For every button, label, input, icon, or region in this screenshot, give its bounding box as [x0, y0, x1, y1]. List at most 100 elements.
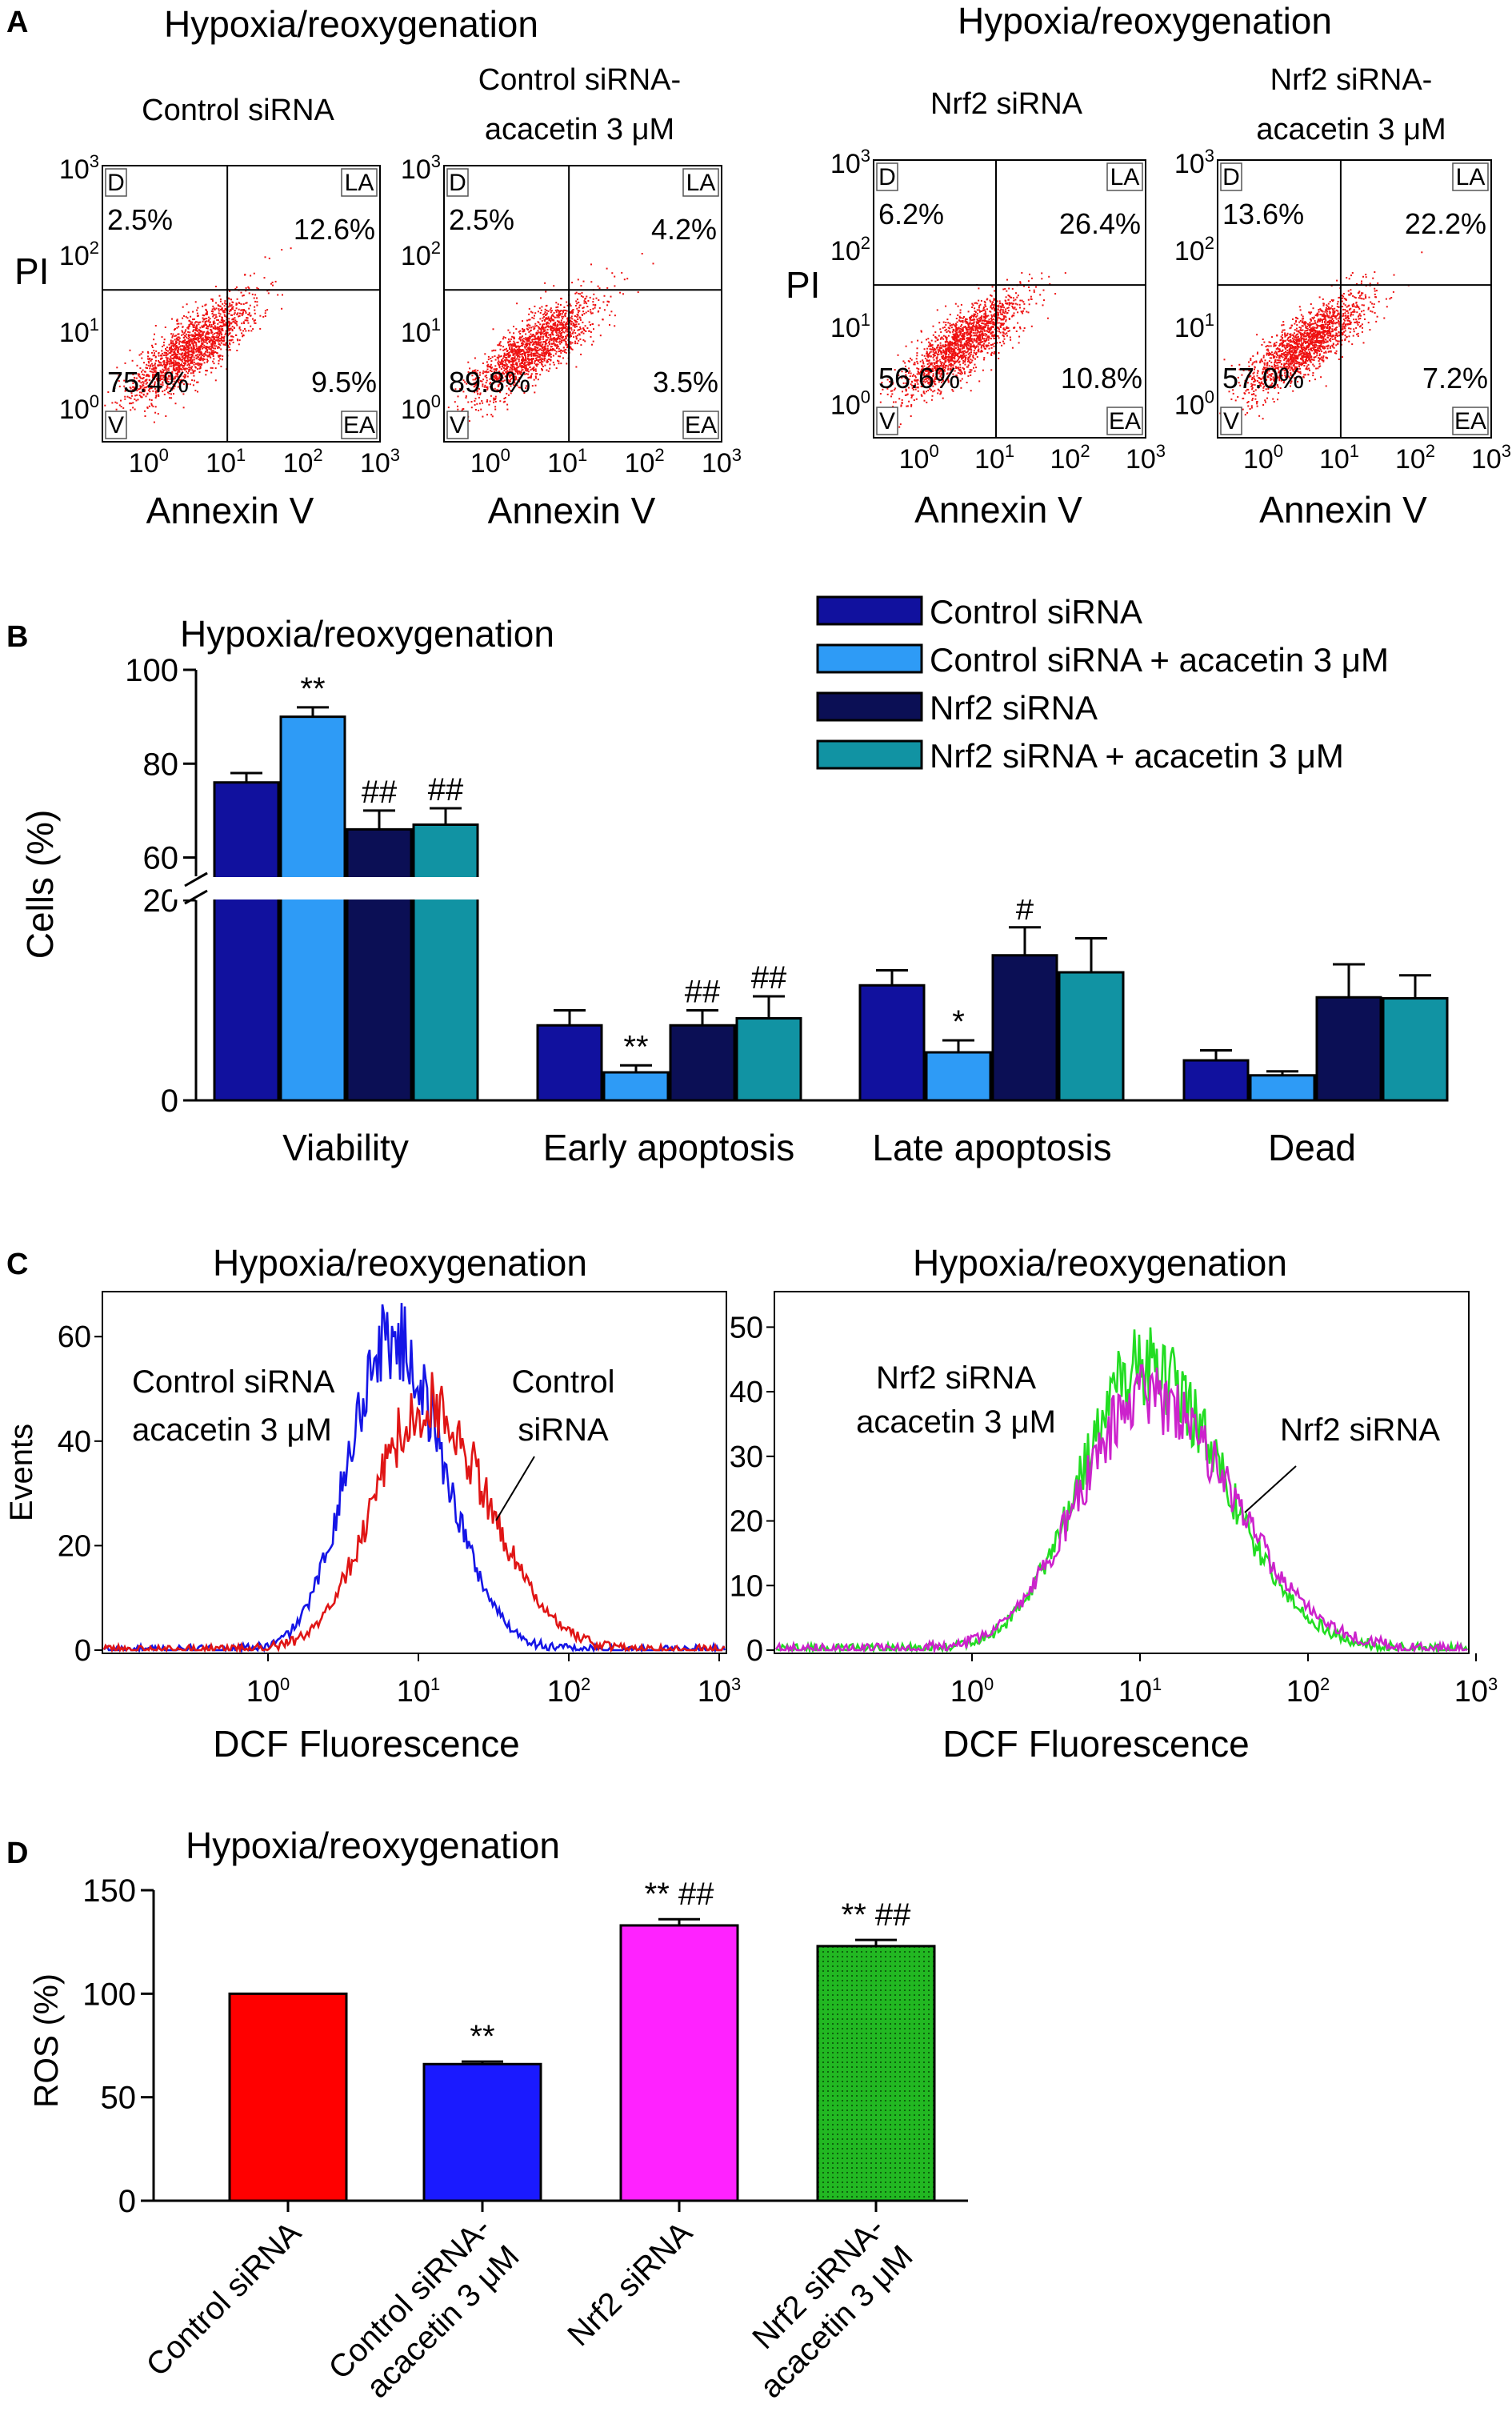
scatter-dot	[514, 368, 515, 371]
scatter-dot	[930, 380, 932, 383]
scatter-dot	[497, 379, 499, 381]
scatter-dot	[150, 387, 152, 390]
scatter-dot	[550, 310, 553, 312]
scatter-dot	[959, 309, 962, 311]
scatter-dot	[929, 343, 931, 345]
scatter-dot	[486, 414, 488, 416]
scatter-dot	[499, 361, 502, 363]
scatter-dot	[891, 383, 894, 386]
scatter-dot	[561, 313, 563, 315]
scatter-dot	[137, 373, 139, 375]
scatter-dot	[164, 367, 166, 369]
scatter-dot	[231, 330, 234, 332]
scatter-dot	[506, 381, 508, 383]
scatter-dot	[534, 325, 536, 327]
scatter-dot	[942, 397, 944, 399]
scatter-dot	[166, 349, 167, 351]
scatter-dot	[186, 371, 188, 373]
scatter-dot	[552, 327, 554, 329]
scatter-dot	[938, 353, 940, 355]
scatter-dot	[181, 391, 183, 393]
scatter-dot	[913, 399, 915, 401]
scatter-dot	[923, 392, 926, 395]
scatter-dot	[558, 355, 560, 358]
scatter-dot	[990, 318, 992, 319]
scatter-dot	[945, 335, 946, 338]
scatter-dot	[242, 294, 244, 297]
scatter-dot	[965, 322, 967, 324]
scatter-dot	[493, 399, 495, 401]
scatter-dot	[248, 314, 250, 316]
scatter-dot	[969, 362, 971, 364]
scatter-dot	[498, 375, 501, 377]
scatter-dot	[174, 328, 176, 330]
scatter-dot	[190, 347, 193, 350]
scatter-dot	[931, 367, 934, 370]
scatter-dot	[943, 326, 946, 328]
scatter-dot	[185, 335, 187, 338]
scatter-dot	[960, 343, 962, 346]
scatter-dot	[134, 387, 135, 389]
scatter-dot	[219, 305, 222, 307]
scatter-dot	[988, 328, 990, 331]
scatter-dot	[508, 340, 510, 343]
scatter-dot	[957, 346, 959, 348]
scatter-dot	[133, 372, 135, 375]
scatter-dot	[233, 319, 235, 321]
scatter-dot	[993, 323, 995, 326]
scatter-dot	[942, 335, 945, 337]
scatter-dot	[546, 317, 549, 319]
scatter-dot	[135, 383, 138, 386]
scatter-dot	[158, 373, 160, 375]
scatter-dot	[980, 345, 982, 347]
scatter-dot	[536, 365, 538, 367]
scatter-dot	[591, 312, 594, 315]
scatter-dot	[486, 386, 489, 388]
scatter-dot	[916, 347, 918, 350]
scatter-dot	[188, 344, 190, 347]
scatter-dot	[174, 350, 176, 352]
scatter-dot	[169, 348, 171, 351]
scatter-dot	[213, 358, 215, 360]
scatter-dot	[177, 339, 179, 341]
scatter-dot	[952, 343, 954, 344]
scatter-dot	[154, 343, 157, 345]
scatter-dot	[497, 358, 499, 360]
scatter-dot	[553, 337, 555, 339]
scatter-dot	[173, 378, 175, 380]
scatter-dot	[1016, 296, 1018, 298]
scatter-dot	[186, 384, 188, 387]
scatter-dot	[509, 340, 511, 343]
scatter-dot	[544, 343, 546, 346]
scatter-dot	[146, 358, 149, 360]
scatter-dot	[572, 309, 574, 311]
scatter-dot	[176, 323, 178, 325]
scatter-dot	[920, 372, 922, 375]
scatter-dot	[565, 312, 567, 315]
scatter-dot	[165, 371, 167, 374]
scatter-dot	[965, 351, 967, 354]
scatter-dot	[962, 352, 965, 355]
scatter-dot	[999, 331, 1002, 334]
scatter-dot	[556, 344, 558, 347]
scatter-dot	[1005, 296, 1007, 298]
scatter-dot	[539, 323, 542, 326]
scatter-dot	[562, 318, 564, 320]
scatter-dot	[590, 263, 592, 266]
scatter-dot	[198, 371, 201, 373]
scatter-dot	[577, 278, 579, 281]
scatter-dot	[533, 369, 535, 371]
scatter-dot	[184, 374, 186, 376]
scatter-dot	[519, 363, 521, 365]
scatter-dot	[942, 346, 945, 348]
scatter-dot	[210, 330, 213, 332]
scatter-dot	[504, 400, 506, 403]
scatter-dot	[128, 396, 130, 399]
scatter-dot	[149, 357, 151, 359]
scatter-dot	[194, 330, 197, 332]
scatter-dot	[469, 420, 470, 423]
scatter-dot	[576, 326, 578, 327]
scatter-dot	[206, 359, 208, 361]
scatter-dot	[565, 338, 567, 340]
scatter-dot	[519, 336, 521, 339]
